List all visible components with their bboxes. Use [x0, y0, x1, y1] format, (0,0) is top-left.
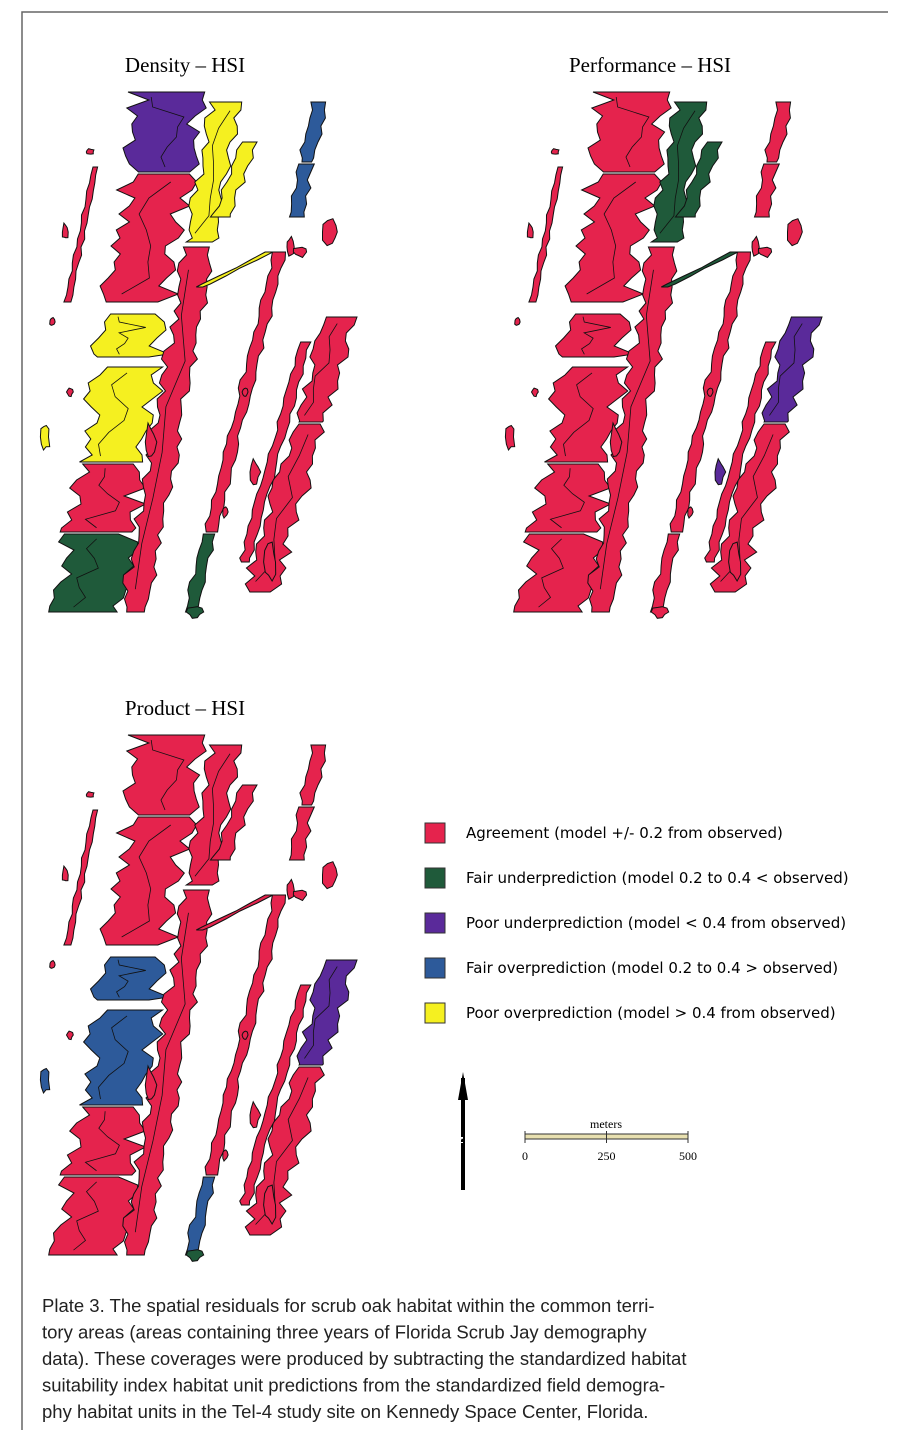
caption-line: suitability index habitat unit predictio… [42, 1375, 665, 1396]
map-title: Density – HSI [125, 53, 245, 77]
habitat-patch [651, 534, 680, 612]
scale-bar: meters 0 250 500 [522, 1117, 697, 1163]
page: Density – HSI Performance – HSI Product … [0, 0, 899, 1439]
legend-label: Fair overprediction (model 0.2 to 0.4 > … [466, 959, 838, 977]
habitat-patch [762, 317, 822, 422]
habitat-patch [49, 1177, 138, 1255]
map-title: Performance – HSI [569, 53, 731, 77]
caption-line: Plate 3. The spatial residuals for scrub… [42, 1295, 655, 1316]
habitat-patch [49, 534, 138, 612]
habitat-patch [186, 1177, 215, 1255]
habitat-patch [250, 459, 261, 485]
habitat-patch [86, 792, 94, 797]
habitat-patch [290, 807, 315, 860]
habitat-patch [293, 247, 306, 257]
habitat-patch [62, 866, 68, 881]
legend-label: Poor overprediction (model > 0.4 from ob… [466, 1004, 836, 1022]
legend-swatch [425, 1003, 445, 1023]
caption: Plate 3. The spatial residuals for scrub… [42, 1295, 686, 1422]
caption-line: phy habitat units in the Tel-4 study sit… [42, 1401, 648, 1422]
habitat-patch [287, 880, 294, 900]
habitat-patch [67, 1031, 74, 1040]
scale-unit: meters [590, 1117, 622, 1131]
habitat-patch [223, 1150, 228, 1161]
habitat-map [40, 735, 357, 1261]
habitat-patch [50, 961, 55, 969]
north-label: N [453, 1136, 466, 1144]
habitat-patch [300, 102, 326, 162]
habitat-patch [242, 388, 248, 396]
habitat-patch [715, 459, 726, 485]
habitat-patch [515, 318, 520, 326]
habitat-patch [752, 237, 759, 257]
habitat-patch [525, 464, 611, 532]
scale-tick-label: 250 [598, 1149, 616, 1163]
habitat-patch [223, 507, 228, 518]
habitat-patch [551, 149, 559, 154]
habitat-patch [529, 167, 563, 302]
habitat-patch [123, 735, 206, 815]
maps [40, 92, 822, 1261]
legend-label: Fair underprediction (model 0.2 to 0.4 <… [466, 869, 849, 887]
habitat-patch [300, 745, 326, 805]
habitat-patch [588, 92, 671, 172]
north-arrow-head [458, 1072, 468, 1100]
habitat-patch [64, 810, 98, 945]
habitat-map [505, 92, 822, 618]
habitat-patch [514, 534, 603, 612]
habitat-patch [64, 167, 98, 302]
habitat-patch [123, 92, 206, 172]
habitat-patch [40, 1069, 49, 1094]
legend-swatch [425, 868, 445, 888]
habitat-patch [186, 534, 215, 612]
habitat-patch [40, 426, 49, 451]
plate: Density – HSI Performance – HSI Product … [0, 0, 899, 1439]
caption-line: data). These coverages were produced by … [42, 1348, 686, 1369]
habitat-patch [688, 507, 693, 518]
caption-line: tory areas (areas containing three years… [42, 1322, 647, 1343]
legend-label: Poor underprediction (model < 0.4 from o… [466, 914, 846, 932]
habitat-patch [758, 247, 771, 257]
habitat-patch [556, 314, 634, 357]
habitat-patch [91, 957, 169, 1000]
habitat-patch [287, 237, 294, 257]
legend-swatch [425, 913, 445, 933]
habitat-patch [707, 388, 713, 396]
habitat-patch [297, 317, 357, 422]
habitat-patch [505, 426, 514, 451]
habitat-patch [293, 890, 306, 900]
habitat-patch [86, 149, 94, 154]
habitat-patch [765, 102, 791, 162]
habitat-patch [62, 223, 68, 238]
habitat-patch [527, 223, 533, 238]
legend-label: Agreement (model +/- 0.2 from observed) [466, 824, 783, 842]
habitat-patch [297, 960, 357, 1065]
habitat-patch [60, 464, 146, 532]
habitat-patch [532, 388, 539, 397]
habitat-patch [60, 1107, 146, 1175]
scale-tick-label: 500 [679, 1149, 697, 1163]
habitat-map [40, 92, 357, 618]
habitat-patch [242, 1031, 248, 1039]
habitat-patch [186, 607, 204, 619]
map-title: Product – HSI [125, 696, 245, 720]
habitat-patch [250, 1102, 261, 1128]
north-arrow: N [453, 1072, 468, 1190]
habitat-patch [651, 607, 669, 619]
legend: Agreement (model +/- 0.2 from observed) F… [425, 823, 849, 1023]
habitat-patch [186, 1250, 204, 1262]
habitat-patch [323, 219, 338, 246]
scale-tick-label: 0 [522, 1149, 528, 1163]
legend-swatch [425, 823, 445, 843]
habitat-patch [788, 219, 803, 246]
habitat-patch [323, 862, 338, 889]
habitat-patch [755, 164, 780, 217]
habitat-patch [290, 164, 315, 217]
habitat-patch [91, 314, 169, 357]
legend-swatch [425, 958, 445, 978]
habitat-patch [50, 318, 55, 326]
habitat-patch [67, 388, 74, 397]
